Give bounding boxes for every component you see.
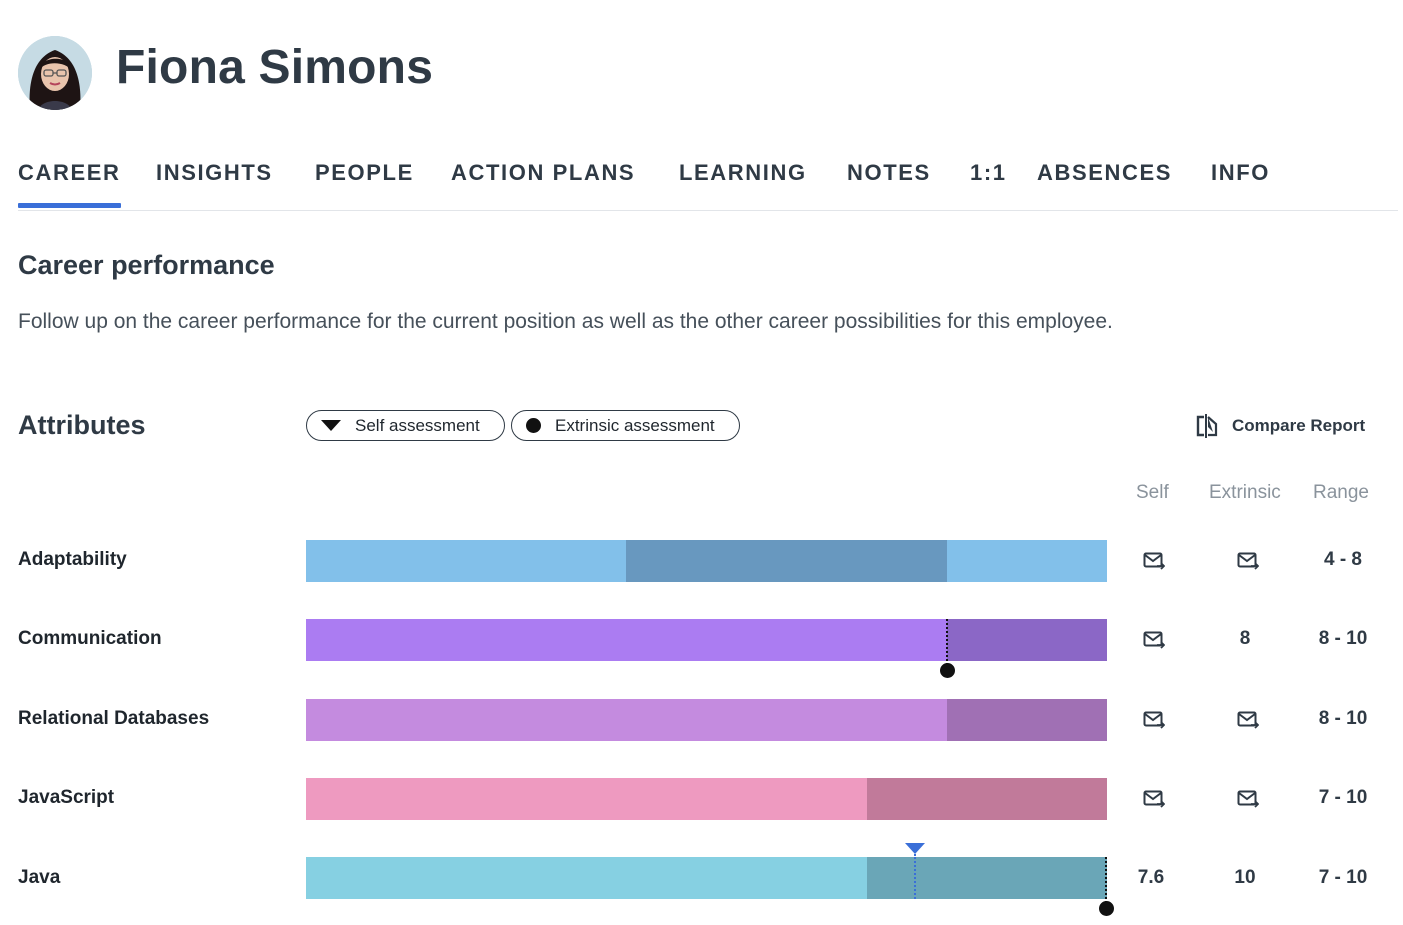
tab-one-on-one[interactable]: 1:1 <box>970 160 1007 185</box>
self-value: 7.6 <box>1137 867 1165 888</box>
dot-icon <box>526 418 541 433</box>
extrinsic-value: 10 <box>1234 867 1256 888</box>
column-header-self: Self <box>1136 482 1169 503</box>
tab-info[interactable]: INFO <box>1211 160 1270 185</box>
bar-range-segment <box>867 778 1107 820</box>
tab-learning[interactable]: LEARNING <box>679 160 807 185</box>
attribute-label-adaptability: Adaptability <box>18 549 127 570</box>
attribute-bar-relational-databases <box>306 699 1107 741</box>
tab-action-plans[interactable]: ACTION PLANS <box>451 160 636 185</box>
avatar <box>18 36 92 110</box>
tab-career[interactable]: CAREER <box>18 160 121 208</box>
range-value: 8 - 10 <box>1318 708 1368 729</box>
employee-name: Fiona Simons <box>116 41 434 94</box>
section-title: Career performance <box>18 250 275 280</box>
column-header-range: Range <box>1313 482 1369 503</box>
legend-extrinsic-assessment[interactable]: Extrinsic assessment <box>511 410 740 441</box>
range-value: 4 - 8 <box>1323 549 1363 570</box>
section-description: Follow up on the career performance for … <box>18 310 1113 333</box>
tab-absences[interactable]: ABSENCES <box>1037 160 1173 185</box>
request-self-assessment-icon[interactable] <box>1143 711 1165 729</box>
triangle-down-icon <box>321 420 341 431</box>
request-self-assessment-icon[interactable] <box>1143 790 1165 808</box>
avatar-portrait-icon <box>18 36 92 110</box>
attribute-label-javascript: JavaScript <box>18 787 115 808</box>
legend-self-label: Self assessment <box>355 415 480 435</box>
request-self-assessment-icon[interactable] <box>1143 631 1165 649</box>
request-self-assessment-icon[interactable] <box>1143 552 1165 570</box>
bar-range-segment <box>947 619 1107 661</box>
legend-self-assessment[interactable]: Self assessment <box>306 410 505 441</box>
column-header-extrinsic: Extrinsic <box>1209 482 1281 503</box>
request-extrinsic-assessment-icon[interactable] <box>1237 790 1259 808</box>
extrinsic-marker-line <box>1105 857 1107 903</box>
bar-range-segment <box>947 699 1107 741</box>
compare-report-button[interactable]: Compare Report <box>1196 413 1365 439</box>
attribute-label-java: Java <box>18 867 61 888</box>
bar-range-segment <box>867 857 1107 899</box>
extrinsic-value: 8 <box>1239 628 1251 649</box>
range-value: 7 - 10 <box>1318 867 1368 888</box>
compare-icon <box>1196 414 1218 438</box>
self-marker-triangle <box>905 843 925 854</box>
attribute-bar-javascript <box>306 778 1107 820</box>
extrinsic-marker-dot <box>940 663 955 678</box>
attribute-bar-communication <box>306 619 1107 678</box>
bar-range-segment <box>626 540 947 582</box>
tab-bar: CAREER INSIGHTS PEOPLE ACTION PLANS LEAR… <box>18 158 1398 211</box>
attribute-label-relational-databases: Relational Databases <box>18 708 210 729</box>
compare-report-label: Compare Report <box>1232 416 1366 435</box>
tab-insights[interactable]: INSIGHTS <box>156 160 273 185</box>
attribute-bar-java <box>306 843 1114 916</box>
request-extrinsic-assessment-icon[interactable] <box>1237 711 1259 729</box>
extrinsic-marker-dot <box>1099 901 1114 916</box>
extrinsic-marker-line <box>946 619 948 665</box>
attributes-title: Attributes <box>18 410 146 440</box>
attribute-bar-adaptability <box>306 540 1107 582</box>
tab-notes[interactable]: NOTES <box>847 160 931 185</box>
request-extrinsic-assessment-icon[interactable] <box>1237 552 1259 570</box>
legend-extrinsic-label: Extrinsic assessment <box>555 415 715 435</box>
self-marker-line <box>914 854 916 899</box>
range-value: 7 - 10 <box>1318 787 1368 808</box>
tab-people[interactable]: PEOPLE <box>315 160 414 185</box>
range-value: 8 - 10 <box>1318 628 1368 649</box>
attribute-label-communication: Communication <box>18 628 162 649</box>
